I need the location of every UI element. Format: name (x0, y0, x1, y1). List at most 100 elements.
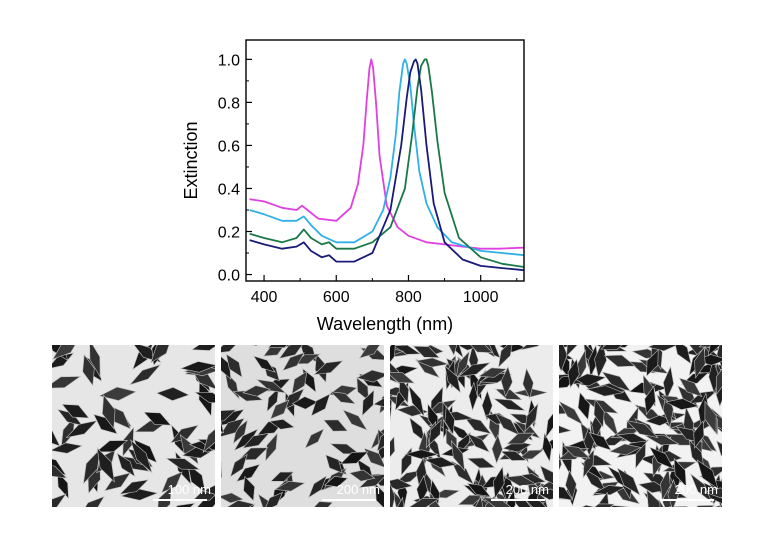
nanoparticle (588, 431, 612, 451)
nanoparticle (678, 377, 703, 397)
nanoparticle (221, 417, 245, 438)
nanoparticle (313, 360, 344, 376)
nanoparticle (423, 456, 458, 468)
nanoparticle (466, 483, 491, 497)
nanoparticle (390, 345, 396, 371)
nanoparticle (667, 478, 679, 507)
nanoparticle (707, 345, 722, 357)
nanoparticle (187, 463, 206, 494)
nanoparticle (323, 419, 349, 432)
nanoparticle (478, 367, 508, 378)
nanoparticle (559, 400, 584, 426)
nanoparticle (358, 345, 383, 359)
nanoparticle (324, 476, 349, 488)
nanoparticle (265, 432, 278, 462)
nanoparticle (664, 398, 700, 410)
nanoparticle (156, 486, 172, 507)
nanoparticle (233, 428, 259, 452)
x-tick-label: 1000 (463, 289, 499, 306)
nanoparticle (500, 450, 527, 461)
nanoparticle (191, 345, 215, 351)
nanoparticle (539, 465, 553, 487)
tem-particles (221, 345, 384, 507)
series-line-2 (249, 58, 525, 257)
nanoparticle (309, 501, 334, 507)
scale-bar-label: 200 nm (674, 482, 718, 497)
nanoparticle (492, 398, 526, 411)
nanoparticle (223, 500, 255, 507)
nanoparticle (268, 419, 296, 430)
y-tick-label: 1.0 (218, 52, 240, 69)
nanoparticle (52, 345, 82, 360)
tem-particles (52, 345, 215, 507)
nanoparticle (466, 432, 491, 453)
nanoparticle (450, 439, 466, 472)
nanoparticle (468, 381, 478, 412)
x-tick-label: 800 (395, 289, 422, 306)
nanoparticle (221, 412, 225, 434)
nanoparticle (390, 371, 416, 384)
nanoparticle (428, 419, 442, 446)
nanoparticle (534, 488, 553, 500)
nanoparticle (408, 384, 425, 418)
tem-particles (559, 345, 722, 507)
nanoparticle (673, 345, 692, 365)
nanoparticle (242, 385, 271, 397)
nanoparticle (481, 497, 516, 507)
tem-image-2: 200 nm (221, 345, 384, 507)
nanoparticle (444, 405, 455, 436)
nanoparticle (616, 432, 649, 444)
nanoparticle (96, 447, 115, 483)
nanoparticle (282, 352, 305, 372)
tem-image-3: 200 nm (390, 345, 553, 507)
nanoparticle (221, 492, 245, 504)
nanoparticle (707, 503, 722, 507)
nanoparticle (342, 409, 368, 431)
nanoparticle (608, 504, 645, 507)
nanoparticle (130, 439, 153, 474)
nanoparticle (194, 391, 215, 404)
nanoparticle (545, 405, 553, 439)
nanoparticle (655, 506, 689, 507)
nanoparticle (56, 470, 69, 500)
nanoparticle (104, 472, 131, 492)
scale-bar (660, 499, 714, 501)
nanoparticle (98, 386, 137, 401)
nanoparticle (93, 413, 118, 435)
nanoparticle (703, 487, 722, 498)
nanoparticle (225, 353, 243, 378)
y-tick-label: 0.6 (218, 138, 240, 155)
nanoparticle (593, 398, 605, 429)
nanoparticle (155, 386, 190, 402)
nanoparticle (390, 390, 394, 423)
extinction-chart: 400 600 800 1000 0.0 0.2 0.4 0.6 0.8 1.0 Waveleng… (181, 39, 525, 334)
nanoparticle (466, 457, 496, 469)
nanoparticle (704, 400, 717, 435)
nanoparticle (647, 345, 680, 352)
series-line-4 (249, 58, 525, 272)
nanoparticle (291, 370, 308, 395)
nanoparticle (646, 488, 662, 507)
nanoparticle (52, 376, 82, 389)
nanoparticle (644, 434, 680, 446)
nanoparticle (559, 345, 568, 373)
nanoparticle (329, 391, 357, 405)
nanoparticle (267, 345, 297, 349)
nanoparticle (603, 354, 636, 368)
x-tick-label: 400 (251, 289, 278, 306)
nanoparticle (625, 420, 659, 439)
nanoparticle (684, 505, 716, 507)
nanoparticle (263, 491, 284, 507)
nanoparticle (52, 493, 67, 507)
nanoparticle (232, 419, 248, 445)
scale-bar-label: 200 nm (336, 482, 380, 497)
nanoparticle (52, 463, 68, 479)
nanoparticle (394, 496, 405, 507)
tem-image-1: 100 nm (52, 345, 215, 507)
nanoparticle (65, 420, 98, 439)
nanoparticle (715, 361, 722, 396)
nanoparticle (255, 379, 287, 394)
y-tick-label: 0.0 (218, 268, 240, 285)
nanoparticle (61, 403, 90, 419)
nanoparticle (242, 432, 270, 449)
